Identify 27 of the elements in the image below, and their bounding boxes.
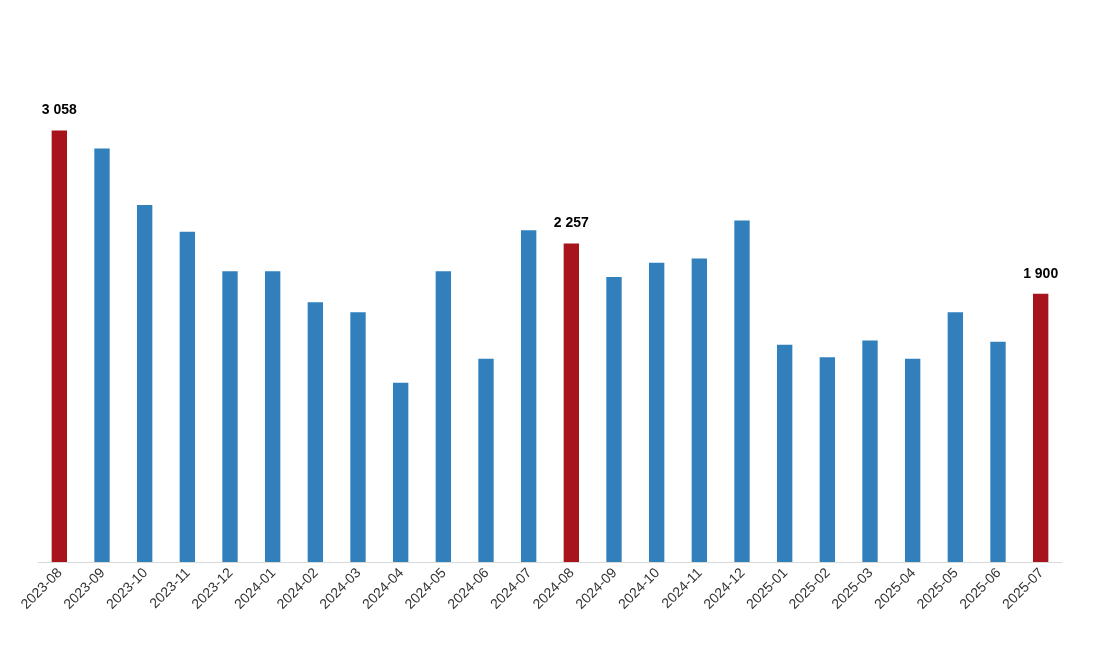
bar [734,220,750,562]
bar [862,340,878,562]
bar [222,271,238,562]
bar [478,358,494,562]
bar [51,130,68,562]
data-label: 1 900 [1023,264,1059,281]
bar [904,358,921,562]
bar [94,148,110,562]
bar [691,258,708,562]
bar [392,382,409,562]
bar [179,231,196,562]
bar [648,262,665,562]
bar [136,204,153,562]
bar [520,230,537,562]
bar [819,357,836,562]
bar [264,271,281,562]
bar [563,243,580,562]
bar [350,312,366,562]
bar [1032,293,1049,562]
bar [307,302,324,562]
bar [776,344,793,562]
bar [990,341,1006,562]
bar [435,271,452,562]
data-label: 2 257 [553,214,590,231]
bar [606,276,622,562]
data-label: 3 058 [41,101,78,118]
bar [947,312,964,562]
